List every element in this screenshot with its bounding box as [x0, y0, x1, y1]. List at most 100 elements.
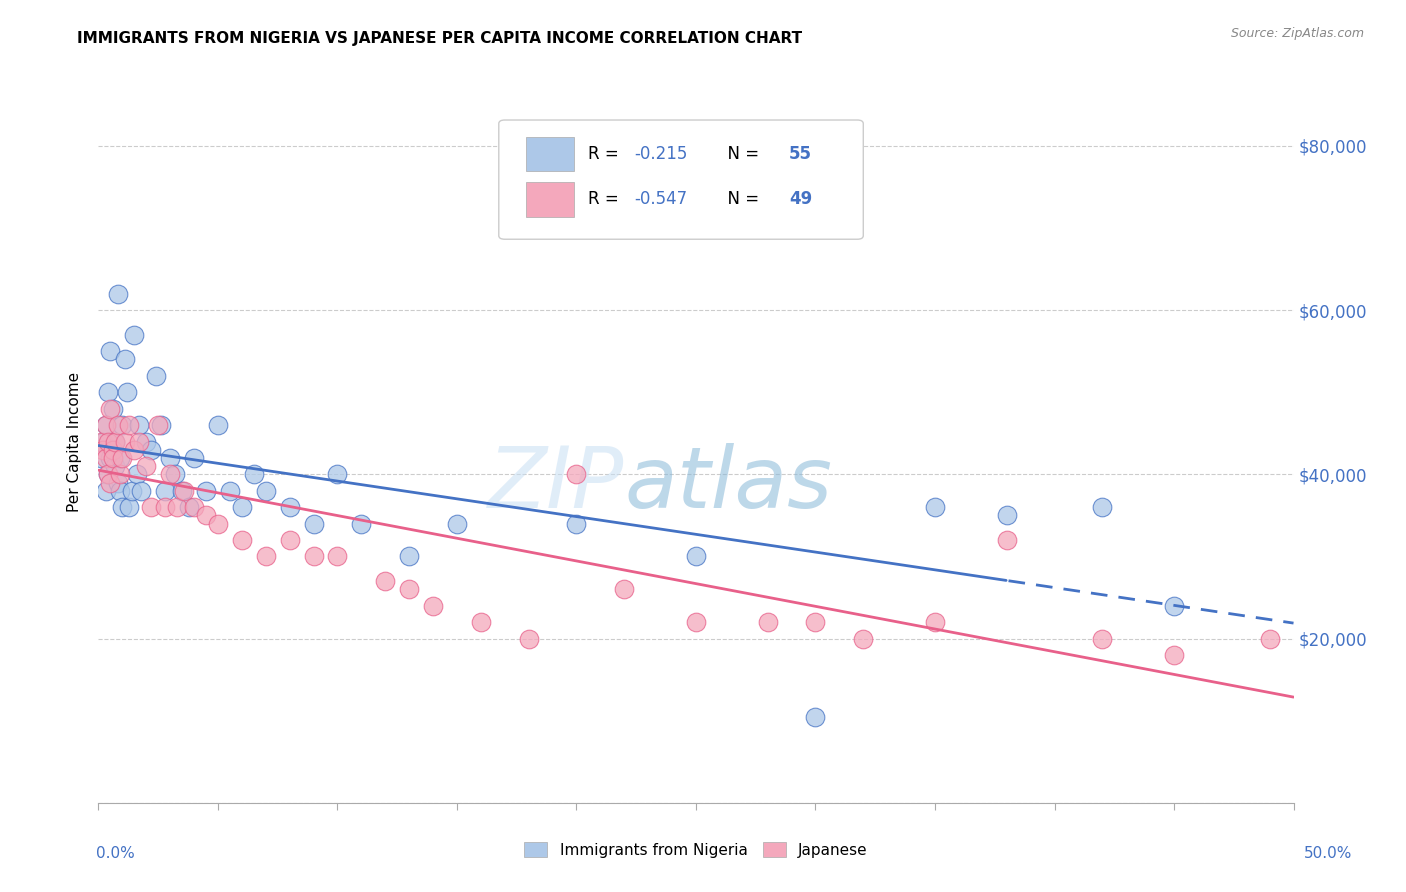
Point — [91, 434, 114, 449]
Point — [149, 418, 172, 433]
Point — [108, 450, 131, 465]
Point — [135, 434, 157, 449]
Text: -0.215: -0.215 — [634, 145, 688, 163]
Point — [756, 615, 779, 630]
Point — [1091, 500, 1114, 515]
Point — [159, 467, 181, 482]
Text: N =: N = — [717, 191, 765, 209]
Point — [90, 434, 112, 449]
Text: 0.0%: 0.0% — [96, 846, 135, 861]
Point — [517, 632, 540, 646]
Point — [108, 467, 131, 482]
Point — [101, 442, 124, 457]
Point — [94, 418, 117, 433]
Point — [115, 385, 138, 400]
Point — [98, 450, 122, 465]
Point — [179, 500, 201, 515]
Point — [804, 615, 827, 630]
Point — [374, 574, 396, 588]
Point — [1258, 632, 1281, 646]
Point — [125, 467, 148, 482]
Point — [302, 549, 325, 564]
Point — [613, 582, 636, 597]
Point — [1163, 599, 1185, 613]
Point — [139, 500, 162, 515]
Point — [350, 516, 373, 531]
Point — [243, 467, 266, 482]
Point — [231, 533, 253, 547]
Legend: Immigrants from Nigeria, Japanese: Immigrants from Nigeria, Japanese — [519, 836, 873, 863]
Point — [1163, 648, 1185, 662]
Point — [173, 483, 195, 498]
Point — [114, 434, 136, 449]
Point — [195, 483, 218, 498]
Text: -0.547: -0.547 — [634, 191, 688, 209]
Point — [97, 467, 120, 482]
Point — [118, 418, 141, 433]
Point — [91, 442, 114, 457]
Point — [446, 516, 468, 531]
Point — [124, 327, 146, 342]
Point — [219, 483, 242, 498]
Point — [172, 483, 194, 498]
Point — [231, 500, 253, 515]
Point — [111, 418, 134, 433]
Point — [852, 632, 875, 646]
Point — [104, 434, 127, 449]
Point — [207, 418, 229, 433]
Point — [135, 459, 157, 474]
Point — [94, 418, 117, 433]
Point — [159, 450, 181, 465]
Point — [422, 599, 444, 613]
Point — [995, 508, 1018, 523]
Point — [155, 500, 177, 515]
Bar — [526, 136, 574, 171]
Text: 50.0%: 50.0% — [1305, 846, 1353, 861]
Point — [97, 467, 120, 482]
Point — [118, 500, 141, 515]
Point — [101, 401, 124, 416]
Point — [97, 434, 120, 449]
Point — [924, 615, 946, 630]
Text: atlas: atlas — [624, 443, 832, 526]
Point — [124, 442, 146, 457]
Point — [107, 286, 129, 301]
Point — [1091, 632, 1114, 646]
Point — [98, 344, 122, 359]
Point — [98, 475, 122, 490]
Text: 55: 55 — [789, 145, 813, 163]
Point — [94, 450, 117, 465]
Point — [326, 467, 349, 482]
Point — [145, 368, 167, 383]
Point — [104, 459, 127, 474]
Y-axis label: Per Capita Income: Per Capita Income — [67, 371, 83, 512]
Text: ZIP: ZIP — [488, 443, 624, 526]
Point — [326, 549, 349, 564]
Point — [90, 450, 112, 465]
Point — [302, 516, 325, 531]
Point — [685, 549, 707, 564]
Point — [101, 450, 124, 465]
Point — [128, 434, 150, 449]
Text: N =: N = — [717, 145, 765, 163]
Point — [111, 450, 134, 465]
Point — [101, 442, 124, 457]
Point — [107, 475, 129, 490]
Text: R =: R = — [589, 191, 624, 209]
Point — [685, 615, 707, 630]
Text: 49: 49 — [789, 191, 813, 209]
Point — [254, 549, 277, 564]
Point — [183, 450, 205, 465]
Point — [166, 500, 188, 515]
Point — [107, 418, 129, 433]
Text: R =: R = — [589, 145, 624, 163]
Point — [207, 516, 229, 531]
Text: Source: ZipAtlas.com: Source: ZipAtlas.com — [1230, 27, 1364, 40]
Point — [131, 483, 153, 498]
Point — [804, 709, 827, 723]
Point — [398, 549, 420, 564]
Point — [278, 533, 301, 547]
Bar — [526, 182, 574, 217]
Point — [195, 508, 218, 523]
Point — [565, 467, 588, 482]
